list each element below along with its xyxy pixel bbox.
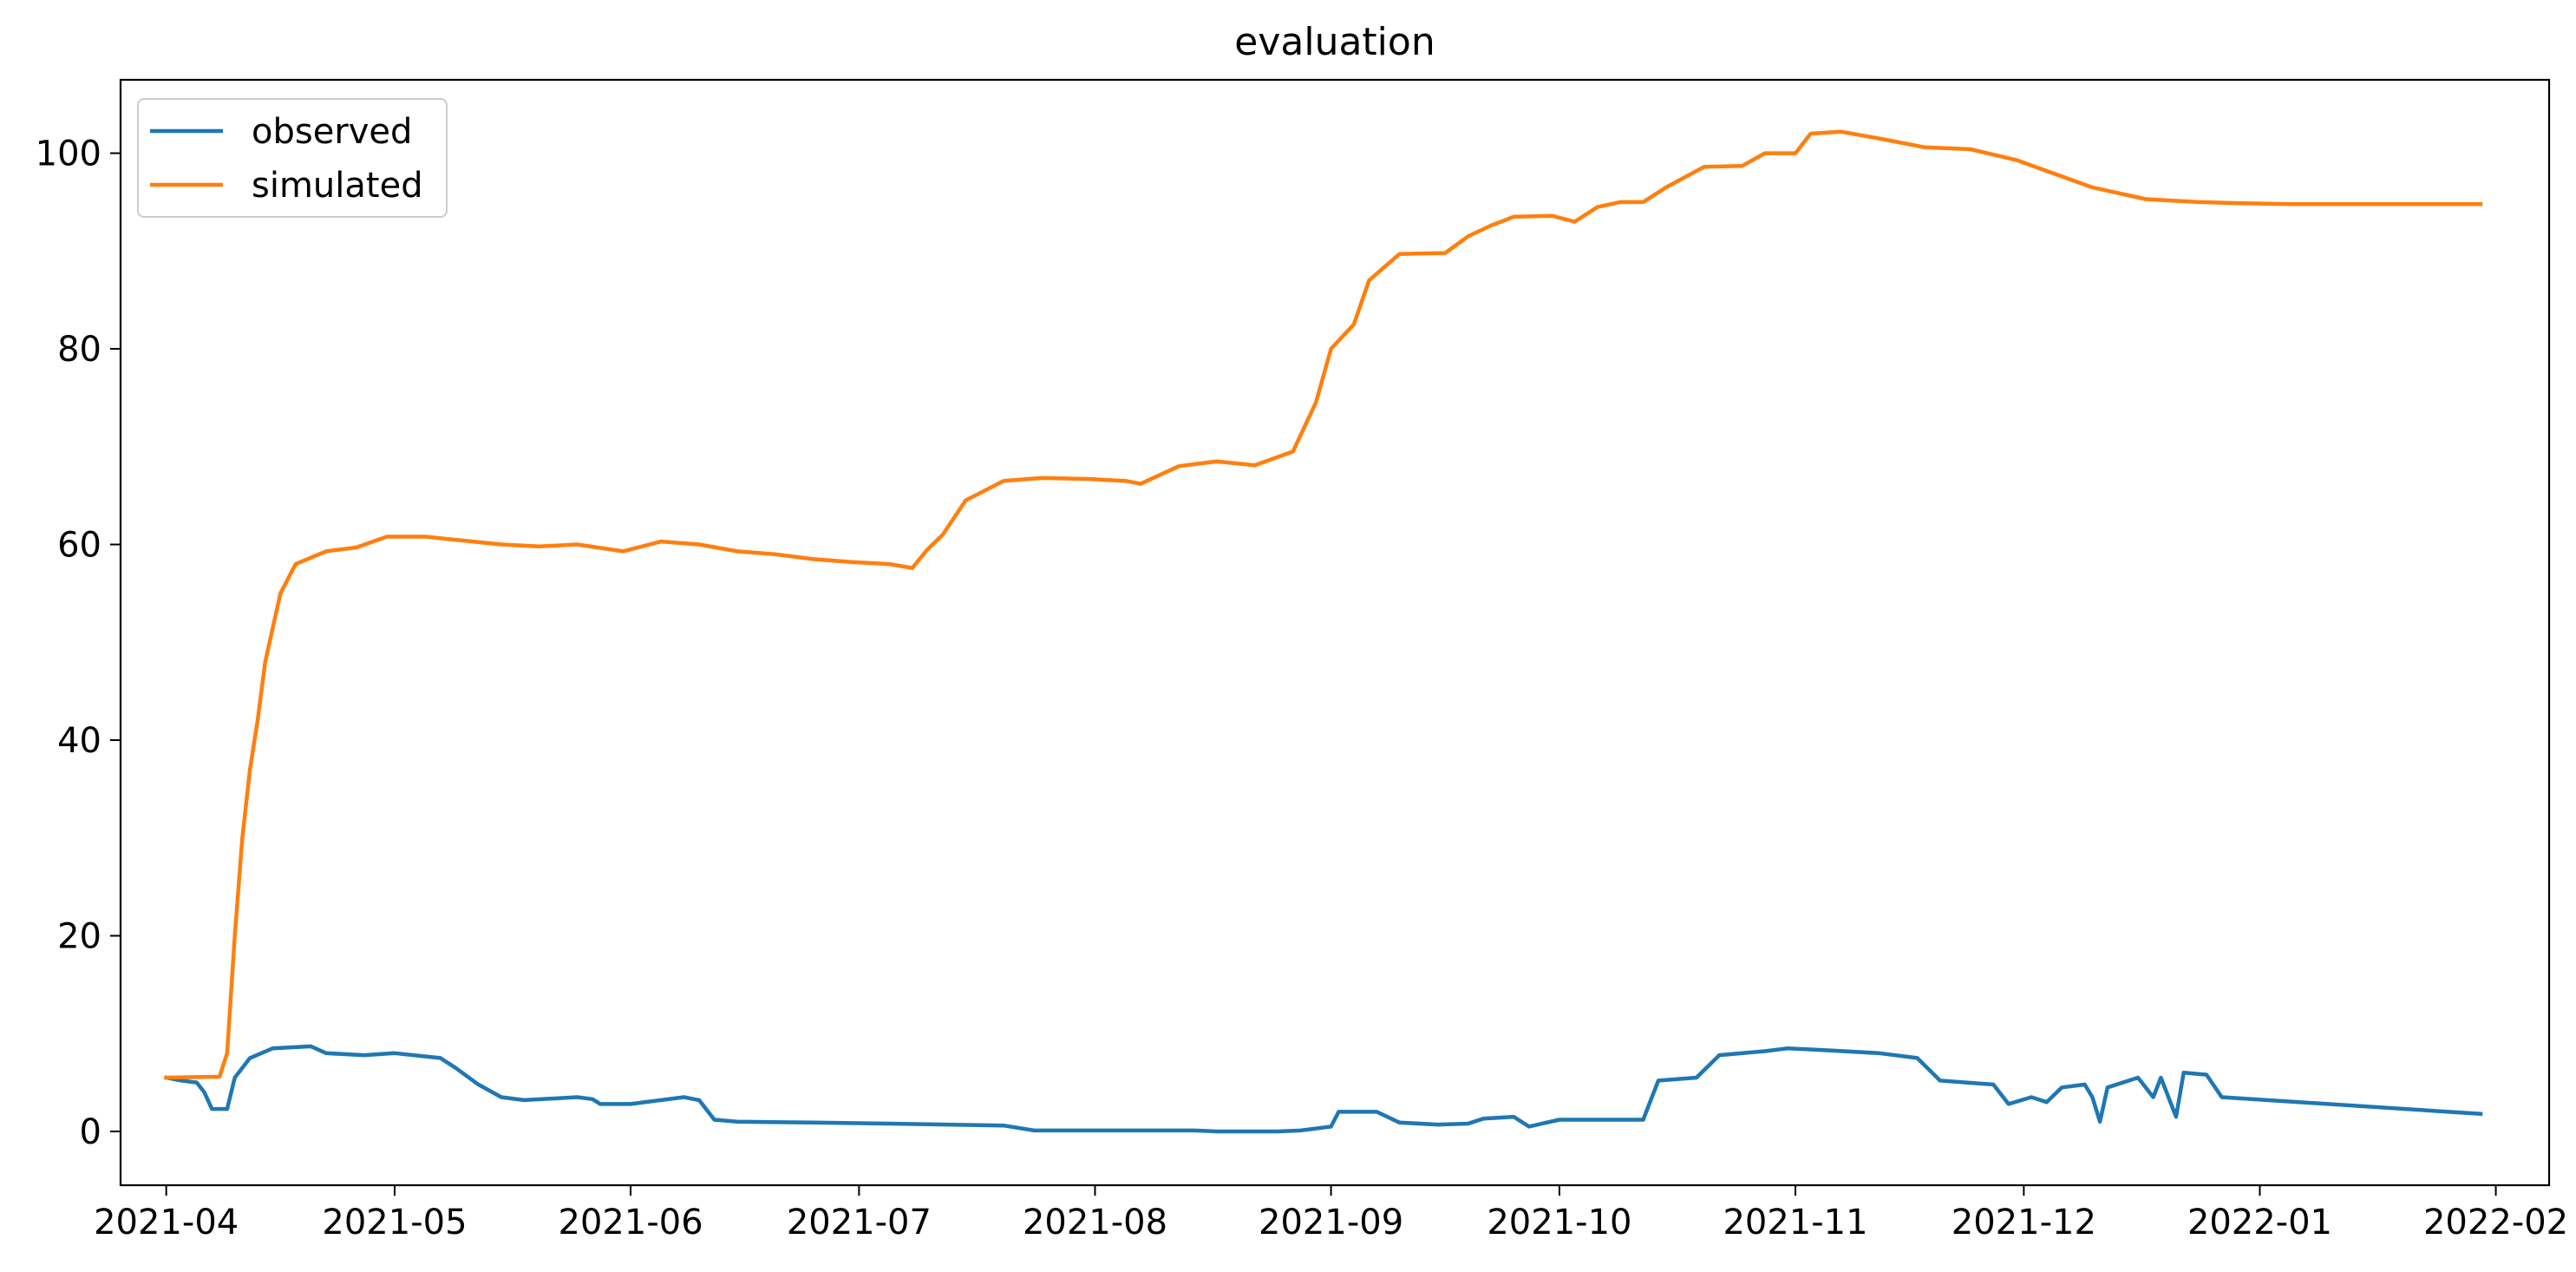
x-tick-label: 2022-01 bbox=[2187, 1203, 2332, 1242]
x-tick-label: 2021-07 bbox=[787, 1203, 932, 1242]
y-tick-label: 20 bbox=[57, 917, 101, 957]
x-tick-label: 2021-08 bbox=[1023, 1203, 1167, 1242]
y-tick-label: 0 bbox=[80, 1112, 101, 1152]
x-tick-label: 2021-11 bbox=[1723, 1203, 1867, 1242]
series-line-observed bbox=[164, 1044, 2483, 1134]
x-tick-label: 2021-05 bbox=[322, 1203, 467, 1242]
x-tick-label: 2021-06 bbox=[559, 1203, 703, 1242]
y-tick-label: 40 bbox=[57, 721, 101, 761]
chart-title: evaluation bbox=[1234, 20, 1435, 64]
legend-label-observed: observed bbox=[252, 112, 412, 152]
legend-label-simulated: simulated bbox=[252, 166, 423, 206]
axes-frame bbox=[119, 78, 2551, 1187]
x-tick-label: 2021-09 bbox=[1259, 1203, 1403, 1242]
series-line-simulated bbox=[164, 129, 2483, 1080]
x-tick-label: 2021-12 bbox=[1952, 1203, 2096, 1242]
plot-area: 2021-04 2021-05 2021-06 2021-07 2021-08 2021-… bbox=[36, 78, 2568, 1242]
y-tick-label: 80 bbox=[57, 330, 101, 370]
x-tick-label: 2021-10 bbox=[1487, 1203, 1631, 1242]
y-tick-label: 100 bbox=[36, 134, 101, 174]
legend-box bbox=[137, 98, 448, 218]
x-tick-label: 2021-04 bbox=[94, 1203, 239, 1242]
y-tick-label: 60 bbox=[57, 526, 101, 566]
x-tick-label: 2022-02 bbox=[2423, 1203, 2568, 1242]
